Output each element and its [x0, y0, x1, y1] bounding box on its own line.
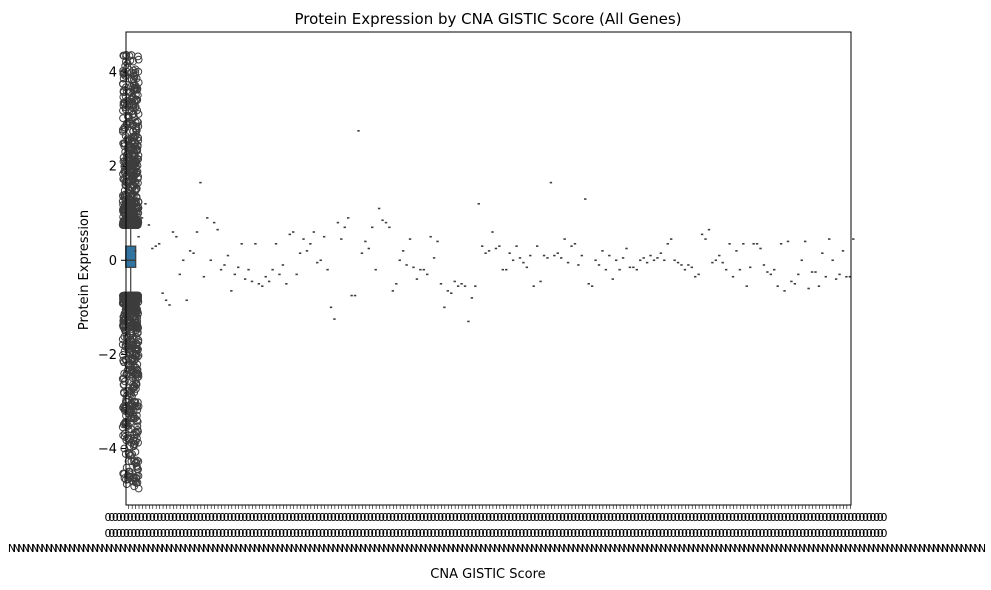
- y-tick-label: 0: [109, 254, 117, 269]
- plot-frame: [126, 32, 851, 505]
- group-medians: [134, 131, 855, 322]
- x-tick-label: N: [978, 542, 986, 555]
- x-axis-label: CNA GISTIC Score: [430, 567, 545, 582]
- y-tick-label: −2: [98, 348, 117, 363]
- y-axis: −4 −2 0 2 4: [98, 66, 126, 458]
- x-tick-marks: [129, 505, 851, 509]
- x-tick-label: 0: [881, 527, 888, 540]
- main-box: [126, 246, 136, 267]
- y-axis-label: Protein Expression: [77, 210, 92, 330]
- x-tick-labels: 0000000000000000000000000000000000000000…: [8, 511, 986, 555]
- y-tick-label: −4: [98, 442, 117, 457]
- y-tick-label: 4: [109, 66, 117, 81]
- chart-title: Protein Expression by CNA GISTIC Score (…: [294, 10, 681, 28]
- plot-marks: [119, 51, 854, 491]
- x-tick-label: 0: [881, 511, 888, 524]
- y-tick-label: 2: [109, 160, 117, 175]
